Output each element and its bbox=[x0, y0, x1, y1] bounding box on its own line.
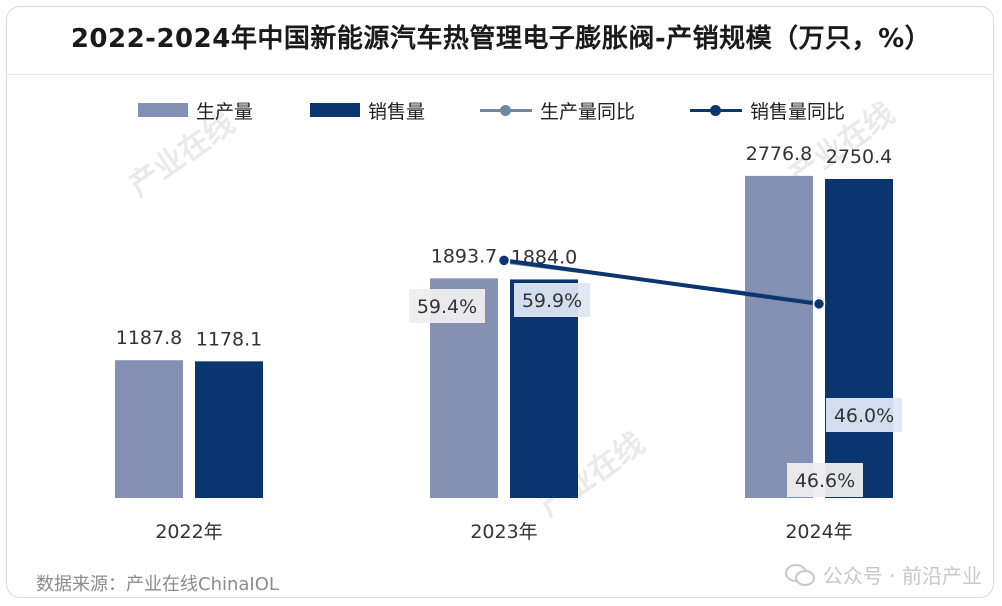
legend-label-production-yoy: 生产量同比 bbox=[540, 100, 636, 123]
legend-swatch-sales bbox=[310, 103, 360, 117]
legend-swatch-production bbox=[138, 103, 188, 117]
bar-production bbox=[745, 175, 813, 498]
bar-value-label: 2750.4 bbox=[826, 146, 892, 168]
legend-label-sales: 销售量 bbox=[368, 100, 426, 123]
bar-value-label: 2776.8 bbox=[746, 143, 812, 165]
point-sales-yoy bbox=[497, 254, 511, 267]
legend-label-sales-yoy: 销售量同比 bbox=[750, 100, 846, 123]
x-tick-label: 2023年 bbox=[470, 521, 537, 543]
legend-label-production: 生产量 bbox=[196, 100, 254, 123]
legend-swatch-production-yoy bbox=[480, 103, 532, 117]
bar-value-label: 1178.1 bbox=[196, 328, 262, 350]
x-tick-label: 2022年 bbox=[155, 521, 222, 543]
legend-item-production-yoy: 生产量同比 bbox=[480, 96, 635, 124]
bar-production bbox=[115, 360, 183, 498]
line-value-label: 59.4% bbox=[417, 296, 477, 318]
line-label-box bbox=[787, 463, 863, 497]
x-tick-label: 2024年 bbox=[785, 521, 852, 543]
legend-item-sales: 销售量 bbox=[310, 96, 425, 124]
wechat-caption: 公众号 · 前沿产业 bbox=[822, 564, 982, 588]
wechat-icon bbox=[784, 563, 815, 586]
legend-item-sales-yoy: 销售量同比 bbox=[690, 96, 845, 124]
line-sales-yoy bbox=[503, 258, 820, 306]
bar-value-label: 1893.7 bbox=[431, 245, 497, 267]
bar-sales bbox=[195, 361, 263, 498]
line-value-label: 59.9% bbox=[522, 290, 582, 312]
point-sales-yoy bbox=[812, 297, 826, 311]
legend-swatch-sales-yoy bbox=[690, 103, 742, 117]
legend-item-production: 生产量 bbox=[138, 96, 253, 124]
line-value-label: 46.0% bbox=[834, 405, 894, 427]
source-note: 数据来源：产业在线ChinaIOL bbox=[36, 574, 279, 595]
chart-title: 2022-2024年中国新能源汽车热管理电子膨胀阀-产销规模（万只，%） bbox=[70, 24, 932, 54]
bar-sales bbox=[825, 178, 893, 498]
bar-value-label: 1187.8 bbox=[116, 327, 182, 349]
line-label-box bbox=[409, 289, 485, 323]
legend: 生产量 销售量 生产量同比 销售量同比 bbox=[0, 96, 1002, 124]
line-label-box bbox=[514, 283, 590, 317]
line-label-box bbox=[826, 398, 902, 432]
title-divider bbox=[6, 74, 994, 75]
line-value-label: 46.6% bbox=[795, 470, 855, 492]
wechat-watermark: 公众号 · 前沿产业 bbox=[784, 560, 982, 589]
